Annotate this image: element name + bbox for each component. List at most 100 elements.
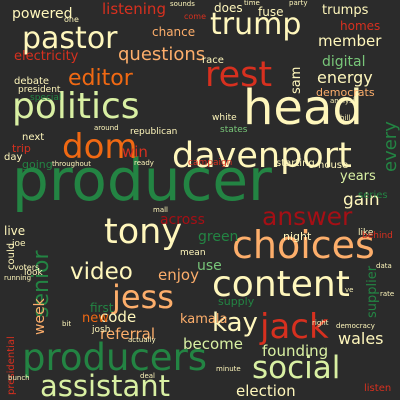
word-content: content: [212, 264, 350, 305]
word-politics: politics: [12, 86, 140, 127]
word-white: white: [212, 113, 237, 123]
word-bit: bit: [62, 320, 71, 328]
word-producers: producers: [22, 336, 207, 379]
word-years: years: [340, 169, 376, 184]
word-debate: debate: [14, 76, 49, 87]
word-trump: trump: [210, 7, 301, 42]
word-could: could: [6, 243, 17, 270]
word-referral: referral: [100, 325, 155, 343]
word-behind: behind: [362, 231, 393, 241]
word-voters: voters: [14, 263, 39, 272]
word-kamala: kamala: [180, 312, 227, 327]
word-davenport: davenport: [172, 136, 352, 176]
word-video: video: [70, 259, 133, 285]
word-digital: digital: [322, 54, 366, 70]
word-jess: jess: [111, 278, 174, 316]
word-editor: editor: [68, 66, 134, 91]
word-does: does: [214, 1, 243, 15]
word-code: code: [100, 308, 136, 326]
word-live: live: [4, 224, 25, 238]
word-around: around: [94, 124, 119, 132]
word-minute: minute: [216, 365, 241, 373]
word-party: party: [289, 0, 308, 7]
word-fuse: fuse: [258, 5, 283, 19]
word-right: right: [312, 319, 329, 327]
word-head: head: [243, 80, 363, 136]
word-win: win: [122, 143, 148, 161]
word-deal: deal: [140, 372, 155, 380]
word-josh: josh: [91, 325, 110, 335]
word-trumps: trumps: [322, 3, 369, 18]
word-homes: homes: [340, 19, 380, 33]
word-sam: sam: [289, 67, 304, 94]
word-supply: supply: [218, 295, 255, 308]
word-founding: founding: [262, 342, 328, 360]
word-special: special: [30, 93, 61, 103]
word-election: election: [236, 382, 296, 400]
word-actually: actually: [128, 336, 156, 344]
word-week: week: [32, 297, 48, 335]
word-starting: starting: [276, 158, 315, 169]
word-president: president: [18, 85, 61, 95]
word-campaign: campaign: [188, 158, 232, 168]
word-listening: listening: [102, 0, 166, 18]
word-every: every: [380, 121, 400, 172]
word-new: new: [82, 311, 109, 326]
word-social: social: [252, 350, 340, 386]
word-enjoy: enjoy: [158, 266, 199, 284]
word-become: become: [183, 335, 243, 353]
word-questions: questions: [118, 44, 205, 65]
word-sounds: sounds: [170, 0, 195, 8]
word-jack: jack: [259, 307, 329, 347]
word-one: one: [64, 15, 79, 24]
word-green: green: [198, 229, 238, 245]
word-house: house: [318, 160, 348, 171]
word-listen: listen: [364, 383, 391, 394]
word-producer: producer: [12, 146, 272, 214]
word-rate: rate: [380, 290, 394, 298]
word-going: going: [22, 158, 53, 171]
word-powered: powered: [12, 6, 72, 22]
word-across: across: [160, 212, 205, 228]
word-wales: wales: [338, 329, 384, 348]
word-dom: dom: [62, 127, 138, 167]
word-kay: kay: [212, 308, 258, 338]
word-democracy: democracy: [336, 322, 375, 330]
word-mall: mall: [153, 206, 168, 214]
word-states: states: [220, 125, 248, 135]
word-night: night: [283, 230, 312, 243]
word-like: like: [358, 228, 374, 238]
word-pastor: pastor: [22, 21, 118, 56]
word-gain: gain: [343, 190, 380, 210]
word-series: series: [358, 190, 388, 201]
word-supplier: supplier: [365, 265, 380, 318]
word-joe: joe: [11, 239, 26, 249]
word-analysis: analysis: [330, 97, 359, 105]
word-presidential: presidential: [6, 336, 17, 395]
word-first: first: [90, 301, 114, 315]
word-look: look: [24, 268, 44, 278]
word-trip: trip: [12, 142, 31, 155]
word-republican: republican: [130, 127, 177, 137]
word-chance: chance: [152, 25, 195, 39]
word-time: time: [244, 0, 260, 7]
word-ve: ve: [345, 286, 353, 294]
word-day: day: [4, 152, 22, 163]
word-use: use: [197, 258, 222, 274]
word-answer: answer: [262, 202, 353, 231]
word-electricity: electricity: [14, 49, 79, 64]
word-mean: mean: [180, 248, 206, 258]
word-democrats: democrats: [316, 86, 375, 99]
word-running: running: [4, 274, 31, 282]
word-come: come: [184, 12, 206, 21]
word-race: race: [202, 55, 224, 66]
word-ready: ready: [134, 159, 154, 167]
word-choices: choices: [232, 223, 375, 267]
word-throughout: throughout: [52, 160, 91, 168]
word-senior: senior: [29, 249, 54, 318]
word-data: data: [376, 262, 392, 270]
word-energy: energy: [317, 68, 373, 87]
word-bunch: bunch: [8, 374, 30, 382]
word-next: next: [22, 132, 44, 143]
